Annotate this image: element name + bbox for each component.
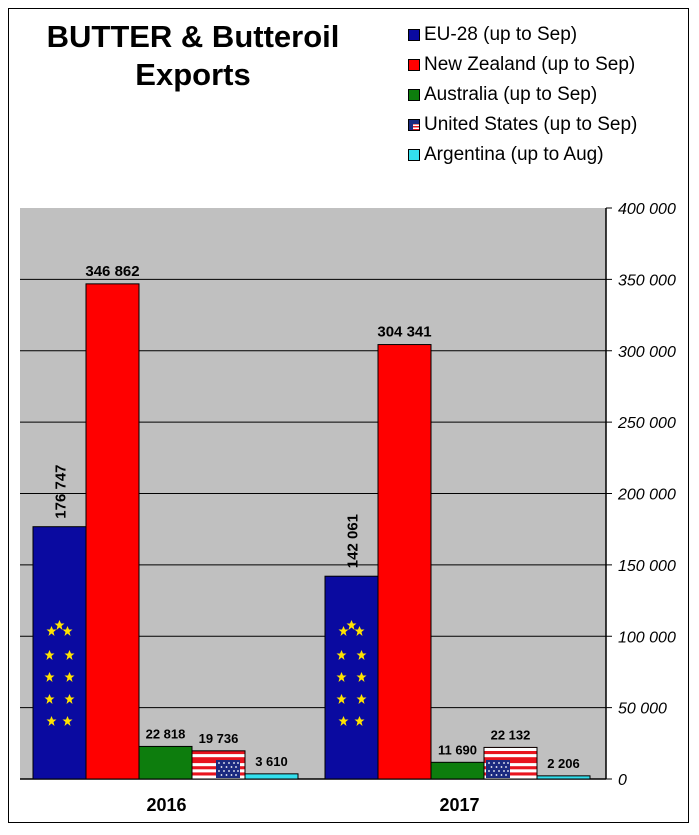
y-tick-label: 350 000 — [618, 272, 676, 289]
chart-title: BUTTER & Butteroil Exports — [46, 19, 340, 92]
star-mark — [354, 716, 365, 726]
data-label: 3 610 — [255, 754, 288, 769]
star-mark — [338, 626, 349, 636]
star-mark — [62, 716, 73, 726]
legend-label: United States (up to Sep) — [424, 114, 638, 135]
y-tick-label: 400 000 — [618, 201, 676, 218]
bar — [483, 746, 538, 780]
star-mark — [354, 626, 365, 636]
star-mark — [346, 620, 357, 630]
bar — [244, 773, 299, 780]
y-tick-label: 250 000 — [617, 415, 676, 432]
legend-label: New Zealand (up to Sep) — [424, 54, 636, 75]
star-mark — [44, 694, 55, 704]
bar — [377, 344, 432, 780]
chart-legend: EU-28 (up to Sep) New Zealand (up to Sep)… — [408, 20, 637, 170]
legend-swatch — [408, 29, 420, 41]
legend-swatch — [408, 59, 420, 71]
legend-item: Argentina (up to Aug) — [408, 140, 637, 170]
x-tick-label: 2016 — [146, 795, 186, 815]
bar — [138, 745, 193, 780]
eu-stars-icon — [44, 620, 75, 726]
star-mark — [64, 672, 75, 682]
bar — [430, 761, 485, 780]
bar — [324, 575, 379, 780]
star-mark — [336, 672, 347, 682]
y-tick-label: 200 000 — [617, 487, 676, 504]
legend-label: Argentina (up to Aug) — [424, 144, 604, 165]
bar — [536, 775, 591, 780]
legend-swatch — [408, 149, 420, 161]
eu-stars-icon — [336, 620, 367, 726]
y-tick-label: 100 000 — [618, 629, 676, 646]
legend-item: United States (up to Sep) — [408, 110, 637, 140]
data-label: 11 690 — [438, 742, 477, 757]
data-label: 176 747 — [53, 464, 70, 518]
data-label: 22 132 — [491, 727, 531, 742]
y-tick-label: 50 000 — [618, 701, 667, 718]
data-label: 304 341 — [377, 324, 431, 341]
star-mark — [64, 650, 75, 660]
legend-swatch — [408, 89, 420, 101]
data-label: 22 818 — [146, 726, 186, 741]
legend-item: Australia (up to Sep) — [408, 80, 637, 110]
legend-item: EU-28 (up to Sep) — [408, 20, 637, 50]
bar — [32, 526, 87, 780]
star-mark — [356, 694, 367, 704]
star-mark — [338, 716, 349, 726]
star-mark — [54, 620, 65, 630]
star-mark — [46, 716, 57, 726]
star-mark — [62, 626, 73, 636]
bar — [85, 283, 140, 780]
star-mark — [356, 672, 367, 682]
star-mark — [44, 672, 55, 682]
legend-item: New Zealand (up to Sep) — [408, 50, 637, 80]
data-label: 2 206 — [547, 756, 580, 771]
y-tick-label: 0 — [618, 772, 627, 789]
star-mark — [356, 650, 367, 660]
data-label: 19 736 — [199, 731, 239, 746]
star-mark — [64, 694, 75, 704]
legend-label: EU-28 (up to Sep) — [424, 24, 578, 45]
star-mark — [336, 650, 347, 660]
star-mark — [336, 694, 347, 704]
legend-label: Australia (up to Sep) — [424, 84, 598, 105]
bar — [191, 750, 246, 780]
star-mark — [44, 650, 55, 660]
y-tick-label: 300 000 — [618, 344, 676, 361]
star-mark — [46, 626, 57, 636]
data-label: 346 862 — [85, 263, 139, 280]
data-label: 142 061 — [345, 514, 362, 568]
y-tick-label: 150 000 — [618, 558, 676, 575]
x-tick-label: 2017 — [439, 795, 479, 815]
legend-swatch — [408, 119, 420, 131]
